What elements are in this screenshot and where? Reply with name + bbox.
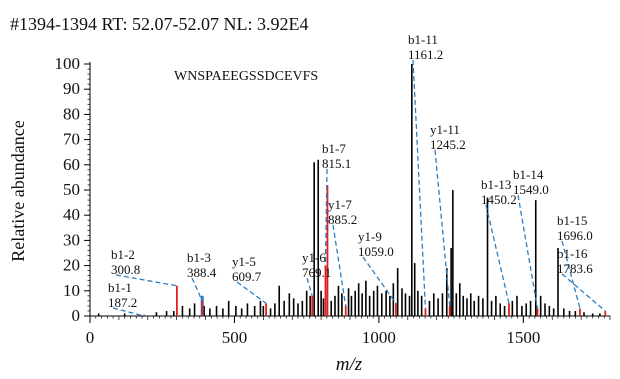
ion-mz-label: 1245.2 <box>430 137 466 152</box>
annotation-leader <box>434 149 451 306</box>
annotation-leader <box>485 204 510 304</box>
y-tick-label: 30 <box>63 230 80 249</box>
y-tick-label: 70 <box>63 130 80 149</box>
y-tick-label: 20 <box>63 256 80 275</box>
y-tick-label: 40 <box>63 205 80 224</box>
x-tick-label: 500 <box>222 328 248 347</box>
y-tick-label: 10 <box>63 281 80 300</box>
ion-label: b1-16 <box>557 246 588 261</box>
ion-mz-label: 609.7 <box>232 269 262 284</box>
x-axis-title: m/z <box>336 354 363 375</box>
ion-label: b1-2 <box>111 247 135 262</box>
ion-label: b1-11 <box>408 32 438 47</box>
ion-label: b1-3 <box>187 250 211 265</box>
ion-label: b1-7 <box>322 141 346 156</box>
ion-label: b1-15 <box>557 213 587 228</box>
ion-mz-label: 1450.2 <box>481 192 517 207</box>
ion-label: y1-9 <box>358 229 382 244</box>
peptide-sequence: WNSPAEEGSSDCEVFS <box>174 69 318 84</box>
ion-mz-label: 815.1 <box>322 156 351 171</box>
ion-mz-label: 1549.0 <box>513 182 549 197</box>
annotation-leader <box>324 168 328 266</box>
ion-label: y1-5 <box>232 254 256 269</box>
y-tick-label: 50 <box>63 180 80 199</box>
ion-mz-label: 769.1 <box>302 265 331 280</box>
ion-label: y1-7 <box>328 197 352 212</box>
annotation-leader <box>191 277 203 302</box>
x-tick-label: 0 <box>86 328 95 347</box>
annotation-leader <box>561 240 581 309</box>
annotation-leader <box>332 224 347 307</box>
annotation-leader <box>115 274 178 287</box>
ion-mz-label: 1161.2 <box>408 47 443 62</box>
annotation-leader <box>362 256 397 304</box>
y-tick-label: 90 <box>63 79 80 98</box>
x-tick-label: 1000 <box>362 328 396 347</box>
annotation-leader <box>306 277 313 297</box>
ion-label: y1-6 <box>302 250 326 265</box>
y-axis-title: Relative abundance <box>8 120 28 261</box>
ion-mz-label: 187.2 <box>108 295 137 310</box>
annotation-leader <box>412 59 427 309</box>
ion-label: b1-14 <box>513 167 544 182</box>
y-tick-label: 100 <box>55 54 81 73</box>
ion-mz-label: 1059.0 <box>358 244 394 259</box>
ion-mz-label: 388.4 <box>187 265 217 280</box>
ion-mz-label: 1696.0 <box>557 228 593 243</box>
y-tick-label: 0 <box>72 306 81 325</box>
annotation-leader <box>561 273 606 312</box>
annotation-leader <box>112 307 145 317</box>
y-tick-label: 80 <box>63 104 80 123</box>
ion-mz-label: 885.2 <box>328 212 357 227</box>
annotation-leader <box>517 194 539 309</box>
scan-header: #1394-1394 RT: 52.07-52.07 NL: 3.92E4 <box>10 14 309 34</box>
ion-label: b1-13 <box>481 177 511 192</box>
ion-label: b1-1 <box>108 280 132 295</box>
plot-area: 0 500 1000 15000102030405060708090100b1-118… <box>55 32 611 347</box>
ion-mz-label: 300.8 <box>111 262 140 277</box>
ion-mz-label: 1783.6 <box>557 261 593 276</box>
annotation-leader <box>236 281 267 304</box>
y-tick-label: 60 <box>63 155 80 174</box>
ion-label: y1-11 <box>430 122 460 137</box>
x-tick-label: 1500 <box>506 328 540 347</box>
